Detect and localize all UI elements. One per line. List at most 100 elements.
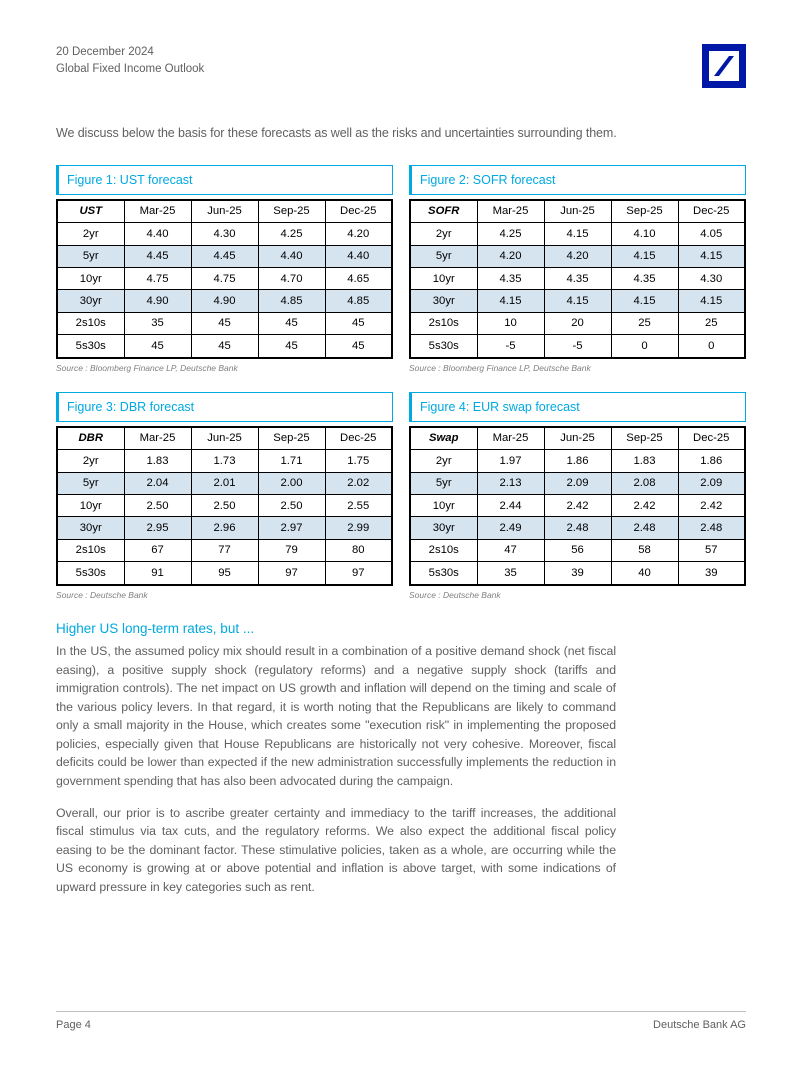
- cell-value: 45: [325, 335, 392, 358]
- cell-value: 4.65: [325, 268, 392, 290]
- row-label: 2s10s: [57, 312, 124, 334]
- cell-value: 2.50: [124, 495, 191, 517]
- cell-value: 47: [477, 539, 544, 561]
- figure-block: Figure 4: EUR swap forecast SwapMar-25Jun…: [409, 392, 746, 601]
- cell-value: 2.04: [124, 472, 191, 494]
- cell-value: 4.35: [611, 268, 678, 290]
- cell-value: 4.15: [544, 290, 611, 312]
- row-label: 30yr: [57, 290, 124, 312]
- cell-value: 1.83: [124, 450, 191, 472]
- cell-value: 2.97: [258, 517, 325, 539]
- row-label: 5yr: [57, 245, 124, 267]
- cell-value: 95: [191, 562, 258, 585]
- header-date: 20 December 2024: [56, 44, 204, 61]
- table-row: 5yr4.204.204.154.15: [410, 245, 745, 267]
- cell-value: 4.85: [325, 290, 392, 312]
- row-label: 5yr: [410, 472, 477, 494]
- cell-value: 2.42: [678, 495, 745, 517]
- figures-row: Figure 3: DBR forecastDBRMar-25Jun-25Sep…: [56, 392, 746, 601]
- cell-value: 2.95: [124, 517, 191, 539]
- cell-value: 4.30: [191, 223, 258, 245]
- cell-value: -5: [544, 335, 611, 358]
- header-text-block: 20 December 2024 Global Fixed Income Out…: [56, 44, 204, 79]
- cell-value: 2.50: [258, 495, 325, 517]
- cell-value: -5: [477, 335, 544, 358]
- cell-value: 2.00: [258, 472, 325, 494]
- cell-value: 2.48: [544, 517, 611, 539]
- row-label: 2yr: [57, 450, 124, 472]
- cell-value: 35: [477, 562, 544, 585]
- cell-value: 2.09: [544, 472, 611, 494]
- row-label: 5yr: [57, 472, 124, 494]
- table-column-header: Sep-25: [611, 427, 678, 450]
- forecast-table: USTMar-25Jun-25Sep-25Dec-252yr4.404.304.…: [56, 199, 393, 359]
- cell-value: 4.45: [191, 245, 258, 267]
- cell-value: 4.15: [477, 290, 544, 312]
- table-row: 10yr4.354.354.354.30: [410, 268, 745, 290]
- table-row: 5s30s91959797: [57, 562, 392, 585]
- cell-value: 2.55: [325, 495, 392, 517]
- header-title: Global Fixed Income Outlook: [56, 61, 204, 78]
- cell-value: 4.20: [477, 245, 544, 267]
- section-p2: Overall, our prior is to ascribe greater…: [56, 804, 616, 896]
- table-row: 2yr4.404.304.254.20: [57, 223, 392, 245]
- row-label: 2yr: [410, 450, 477, 472]
- cell-value: 4.30: [678, 268, 745, 290]
- cell-value: 1.86: [544, 450, 611, 472]
- cell-value: 45: [258, 312, 325, 334]
- table-row: 5yr2.042.012.002.02: [57, 472, 392, 494]
- table-row: 2s10s67777980: [57, 539, 392, 561]
- cell-value: 4.20: [544, 245, 611, 267]
- cell-value: 4.35: [477, 268, 544, 290]
- cell-value: 4.15: [611, 290, 678, 312]
- table-head-name: Swap: [410, 427, 477, 450]
- cell-value: 4.20: [325, 223, 392, 245]
- row-label: 30yr: [410, 517, 477, 539]
- figure-title: Figure 2: SOFR forecast: [409, 165, 746, 195]
- row-label: 10yr: [410, 495, 477, 517]
- table-row: 2s10s35454545: [57, 312, 392, 334]
- forecast-table: SwapMar-25Jun-25Sep-25Dec-252yr1.971.861…: [409, 426, 746, 586]
- row-label: 5s30s: [57, 335, 124, 358]
- table-row: 30yr2.492.482.482.48: [410, 517, 745, 539]
- cell-value: 57: [678, 539, 745, 561]
- table-head-name: DBR: [57, 427, 124, 450]
- cell-value: 4.15: [678, 245, 745, 267]
- figure-source: Source : Deutsche Bank: [409, 589, 746, 601]
- cell-value: 2.48: [611, 517, 678, 539]
- table-column-header: Dec-25: [325, 427, 392, 450]
- forecast-table: DBRMar-25Jun-25Sep-25Dec-252yr1.831.731.…: [56, 426, 393, 586]
- cell-value: 67: [124, 539, 191, 561]
- table-row: 2s10s47565857: [410, 539, 745, 561]
- cell-value: 4.75: [124, 268, 191, 290]
- row-label: 2s10s: [410, 312, 477, 334]
- forecast-table: SOFRMar-25Jun-25Sep-25Dec-252yr4.254.154…: [409, 199, 746, 359]
- footer-company: Deutsche Bank AG: [653, 1018, 746, 1034]
- cell-value: 39: [678, 562, 745, 585]
- table-row: 30yr4.154.154.154.15: [410, 290, 745, 312]
- cell-value: 4.05: [678, 223, 745, 245]
- cell-value: 4.40: [258, 245, 325, 267]
- table-column-header: Mar-25: [124, 427, 191, 450]
- table-row: 30yr2.952.962.972.99: [57, 517, 392, 539]
- table-row: 2yr4.254.154.104.05: [410, 223, 745, 245]
- cell-value: 1.86: [678, 450, 745, 472]
- cell-value: 45: [325, 312, 392, 334]
- figure-title: Figure 1: UST forecast: [56, 165, 393, 195]
- cell-value: 0: [611, 335, 678, 358]
- figure-title: Figure 4: EUR swap forecast: [409, 392, 746, 422]
- cell-value: 1.71: [258, 450, 325, 472]
- cell-value: 4.90: [124, 290, 191, 312]
- page-footer: Page 4 Deutsche Bank AG: [56, 1011, 746, 1034]
- table-row: 10yr2.502.502.502.55: [57, 495, 392, 517]
- cell-value: 1.97: [477, 450, 544, 472]
- cell-value: 45: [191, 335, 258, 358]
- cell-value: 2.96: [191, 517, 258, 539]
- row-label: 2yr: [57, 223, 124, 245]
- page: 20 December 2024 Global Fixed Income Out…: [0, 0, 802, 1068]
- table-column-header: Dec-25: [678, 200, 745, 223]
- table-column-header: Jun-25: [544, 427, 611, 450]
- cell-value: 0: [678, 335, 745, 358]
- cell-value: 58: [611, 539, 678, 561]
- cell-value: 25: [611, 312, 678, 334]
